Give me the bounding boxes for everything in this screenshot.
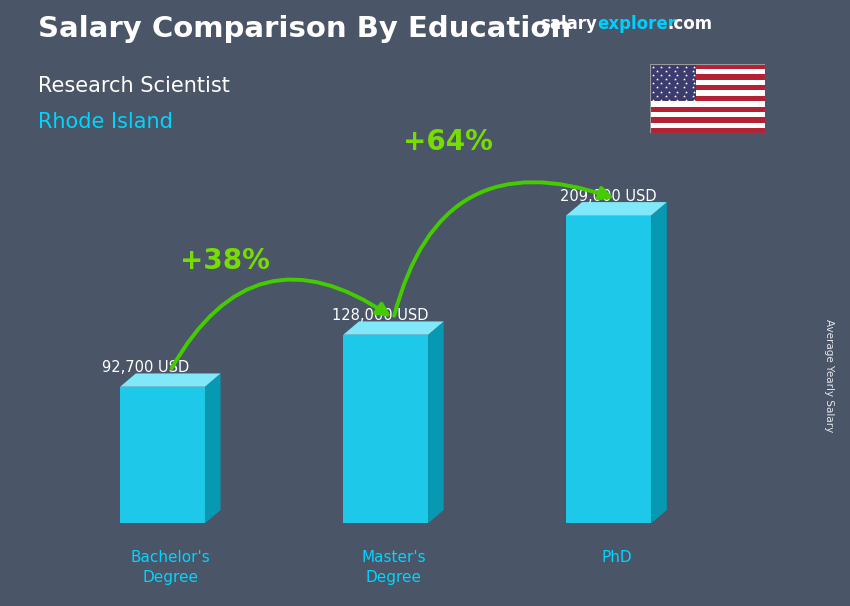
Text: 92,700 USD: 92,700 USD (102, 360, 190, 375)
Text: Rhode Island: Rhode Island (38, 112, 173, 132)
Polygon shape (205, 373, 220, 524)
Text: Master's
Degree: Master's Degree (361, 550, 426, 585)
Polygon shape (343, 335, 428, 524)
Text: +38%: +38% (180, 247, 270, 275)
Text: Average Yearly Salary: Average Yearly Salary (824, 319, 834, 432)
Bar (650, 64, 696, 101)
Bar (650, 69, 765, 75)
Bar (650, 96, 765, 101)
Text: .com: .com (667, 15, 712, 33)
Text: PhD: PhD (601, 550, 632, 565)
Polygon shape (651, 202, 666, 524)
Bar (650, 117, 765, 122)
Polygon shape (566, 202, 666, 215)
Text: +64%: +64% (403, 128, 493, 156)
Polygon shape (120, 387, 205, 524)
Bar (650, 107, 765, 112)
Text: salary: salary (540, 15, 597, 33)
Polygon shape (566, 215, 651, 524)
Text: 209,000 USD: 209,000 USD (559, 188, 656, 204)
Bar (650, 128, 765, 133)
Bar (650, 80, 765, 85)
Bar (650, 85, 765, 90)
Polygon shape (343, 321, 444, 335)
Bar (650, 64, 765, 69)
Text: 128,000 USD: 128,000 USD (332, 308, 428, 323)
Bar (650, 75, 765, 80)
Text: Research Scientist: Research Scientist (38, 76, 230, 96)
Text: explorer: explorer (598, 15, 677, 33)
Polygon shape (120, 373, 220, 387)
Bar (650, 101, 765, 107)
Text: Salary Comparison By Education: Salary Comparison By Education (38, 15, 571, 43)
Bar (650, 90, 765, 96)
Bar (650, 112, 765, 117)
Polygon shape (428, 321, 444, 524)
Text: Bachelor's
Degree: Bachelor's Degree (131, 550, 210, 585)
Bar (650, 122, 765, 128)
